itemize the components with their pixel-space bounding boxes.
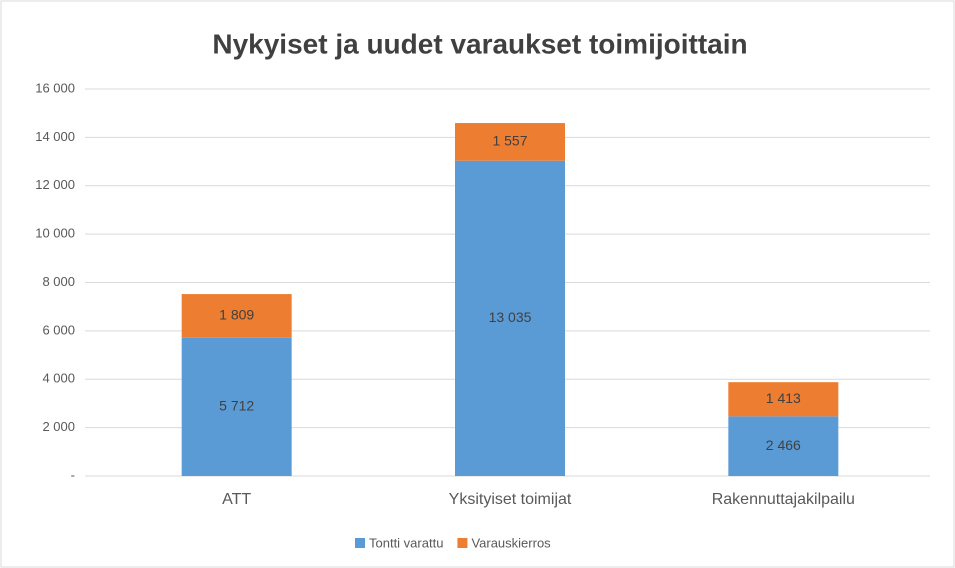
y-tick-label: 2 000 xyxy=(42,419,75,434)
x-tick-label: ATT xyxy=(222,491,251,508)
legend-label: Tontti varattu xyxy=(369,535,443,550)
y-tick-label: 14 000 xyxy=(35,129,75,144)
x-tick-label: Rakennuttajakilpailu xyxy=(712,491,855,508)
y-tick-label: 16 000 xyxy=(35,80,75,95)
bar-segment xyxy=(181,337,292,476)
data-label: 1 413 xyxy=(766,390,801,406)
bar-segment xyxy=(181,294,292,338)
bar-segment xyxy=(455,123,565,161)
x-tick-label: Yksityiset toimijat xyxy=(449,491,572,508)
data-label: 5 712 xyxy=(219,398,254,414)
bar-segment xyxy=(728,382,839,417)
y-tick-label: 4 000 xyxy=(42,371,75,386)
legend-swatch xyxy=(457,538,468,548)
bar-segment xyxy=(728,416,839,476)
data-label: 1 809 xyxy=(219,307,254,323)
data-label: 1 557 xyxy=(492,133,527,149)
y-tick-label: 6 000 xyxy=(42,322,75,337)
y-tick-label: - xyxy=(71,467,75,482)
data-label: 2 466 xyxy=(766,437,801,453)
bar-segment xyxy=(455,160,565,476)
data-label: 13 035 xyxy=(489,309,532,325)
y-tick-label: 10 000 xyxy=(35,226,75,241)
legend-label: Varauskierros xyxy=(471,535,551,550)
y-tick-label: 12 000 xyxy=(35,177,75,192)
y-tick-label: 8 000 xyxy=(42,274,75,289)
legend-swatch xyxy=(355,538,365,548)
chart-title: Nykyiset ja uudet varaukset toimijoittai… xyxy=(212,28,747,59)
